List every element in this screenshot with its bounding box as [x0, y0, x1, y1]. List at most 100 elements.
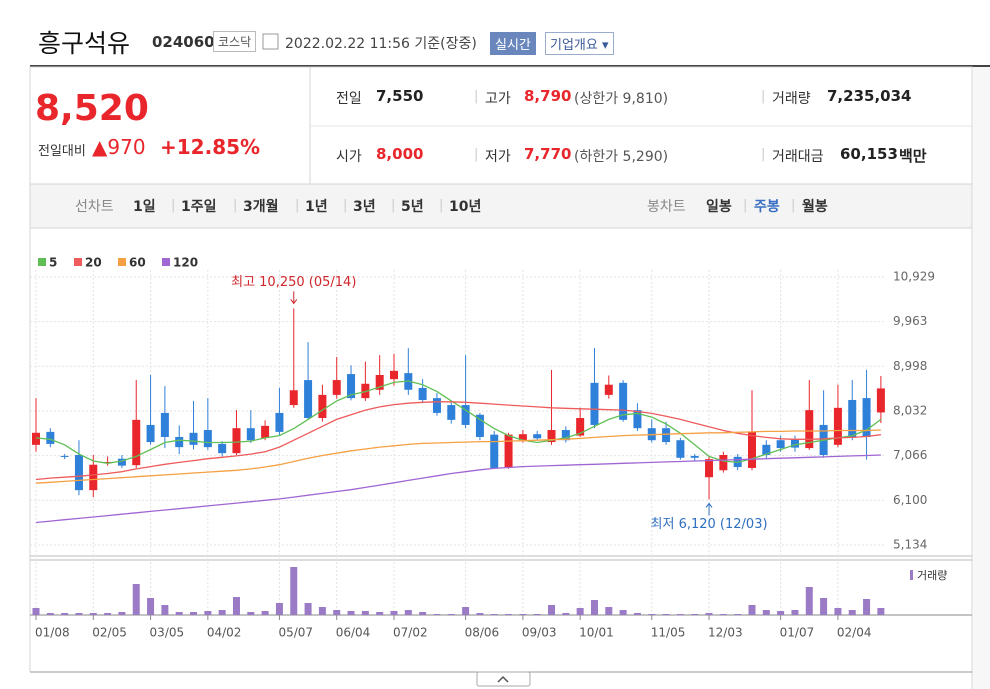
collapse-button[interactable]	[476, 671, 531, 687]
realtime-button[interactable]: 실시간	[490, 32, 536, 55]
tab-divider: |	[295, 198, 300, 213]
period-tab[interactable]: 1일	[133, 199, 156, 215]
y-tick-label: 9,963	[893, 314, 927, 328]
x-tick-label: 10/01	[579, 626, 614, 640]
high-arrow	[290, 291, 298, 305]
volume-bar	[748, 605, 756, 615]
candle-chart-label: 봉차트	[647, 199, 686, 215]
candle-body	[203, 430, 212, 448]
period-tab[interactable]: 10년	[449, 199, 482, 215]
x-tick-label: 12/03	[708, 626, 743, 640]
period-tab[interactable]: 1년	[305, 199, 328, 215]
volume-bar	[691, 614, 699, 615]
candle-body	[719, 455, 728, 471]
volume-bar	[232, 597, 240, 615]
candle-body	[862, 398, 871, 437]
candle-body	[676, 440, 685, 458]
candle-body	[232, 428, 241, 454]
field-extra: (상한가 9,810)	[574, 91, 669, 107]
candle-body	[705, 459, 714, 478]
company-button[interactable]: 기업개요 ▾	[545, 32, 614, 55]
candle-tab[interactable]: 주봉	[754, 199, 780, 215]
candle-body	[447, 405, 456, 420]
y-tick-label: 5,134	[893, 538, 927, 552]
legend-label: 5	[49, 256, 57, 270]
period-tab[interactable]: 3년	[353, 199, 376, 215]
candle-tab[interactable]: 일봉	[706, 199, 732, 215]
stock-code: 024060	[152, 33, 215, 51]
volume-bar	[261, 611, 269, 615]
field-value: 60,153	[840, 145, 898, 163]
ma-line	[35, 380, 882, 464]
candle-body	[160, 412, 169, 437]
candle-tab[interactable]: 월봉	[802, 199, 828, 215]
tab-divider: |	[233, 198, 238, 213]
tab-divider: |	[343, 198, 348, 213]
volume-bar	[490, 614, 498, 615]
candle-body	[576, 418, 585, 436]
field-value: 7,550	[376, 87, 424, 105]
candle-body	[32, 432, 40, 445]
tab-divider: |	[391, 198, 396, 213]
stock-name: 흥구석유	[38, 29, 131, 58]
line-chart-label: 선차트	[75, 199, 114, 215]
x-tick-label: 04/02	[207, 626, 242, 640]
change-pct: +12.85%	[160, 135, 261, 159]
ma-line	[35, 454, 881, 524]
volume-bar	[190, 612, 198, 615]
volume-bar	[147, 598, 155, 615]
candle-body	[332, 380, 341, 395]
candle-body	[189, 432, 198, 445]
candle-body	[289, 390, 298, 406]
volume-bar	[762, 610, 770, 615]
x-tick-label: 01/07	[780, 626, 815, 640]
low-annotation: 최저 6,120 (12/03)	[651, 517, 768, 532]
timestamp: 2022.02.22 11:56 기준(장중)	[285, 36, 477, 52]
volume-bar	[519, 614, 527, 615]
volume-bar	[676, 614, 684, 615]
period-tab[interactable]: 3개월	[243, 199, 279, 215]
x-tick-label: 06/04	[336, 626, 371, 640]
y-tick-label: 8,998	[893, 359, 927, 373]
candle-body	[805, 410, 814, 449]
candle-body	[304, 380, 313, 419]
candle-body	[762, 444, 771, 456]
volume-bar	[175, 612, 183, 615]
candle-body	[504, 434, 513, 468]
volume-bar	[719, 614, 727, 615]
volume-bar	[662, 614, 670, 615]
volume-bar	[877, 608, 885, 615]
candle-body	[662, 428, 671, 443]
high-annotation: 최고 10,250 (05/14)	[231, 275, 356, 290]
volume-bar	[290, 567, 298, 615]
legend-swatch	[74, 258, 82, 266]
candle-body	[261, 425, 270, 438]
volume-bar	[333, 610, 341, 615]
divider: |	[761, 147, 766, 162]
period-tab[interactable]: 5년	[401, 199, 424, 215]
period-tab[interactable]: 1주일	[181, 199, 217, 215]
candle-body	[848, 399, 857, 437]
volume-bar	[533, 614, 541, 615]
field-value: 8,790	[524, 87, 572, 105]
field-value: 8,000	[376, 145, 424, 163]
candle-body	[103, 461, 112, 464]
candle-body	[175, 436, 184, 448]
candle-body	[46, 431, 55, 444]
volume-legend-label: 거래량	[917, 569, 947, 582]
volume-bar	[275, 603, 283, 615]
volume-bar	[462, 607, 470, 615]
candle-body	[218, 443, 227, 454]
market-badge: 코스닥	[213, 31, 257, 52]
candle-body	[604, 384, 613, 395]
volume-bar	[204, 611, 212, 615]
volume-bar	[447, 614, 455, 615]
candle-body	[833, 407, 842, 445]
volume-bar	[404, 610, 412, 615]
candle-body	[590, 382, 599, 425]
volume-bar	[32, 608, 40, 615]
divider: |	[474, 147, 479, 162]
field-value: 7,770	[524, 145, 572, 163]
